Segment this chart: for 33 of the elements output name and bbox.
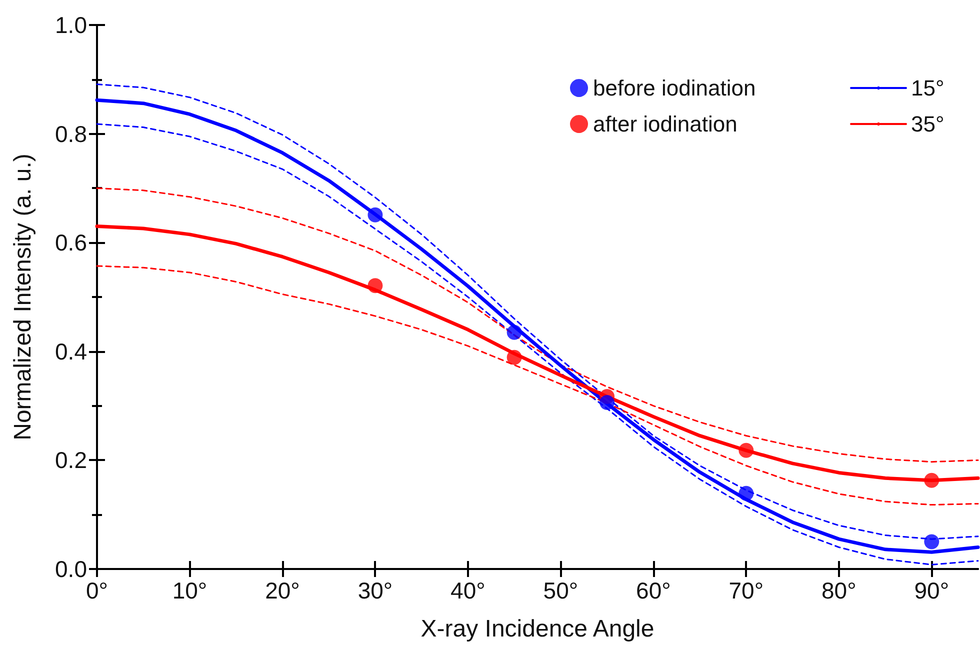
point: [924, 534, 940, 550]
y-tick-label: 0.4: [55, 338, 88, 364]
y-tick-label: 0.2: [55, 447, 87, 474]
x-tick-label: 40°: [450, 578, 486, 604]
point: [506, 350, 522, 365]
legend-label: before iodination: [593, 76, 756, 100]
legend-label: after iodination: [593, 112, 738, 136]
x-tick-label: 90°: [914, 578, 950, 604]
y-axis-title: Normalized Intensity (a. u.): [10, 154, 36, 440]
x-tick-label: 50°: [543, 578, 578, 604]
point: [600, 395, 615, 410]
y-tick-label: 0.6: [55, 230, 87, 256]
x-tick-label: 80°: [822, 578, 856, 604]
legend-label: 35°: [911, 112, 944, 136]
point: [368, 278, 383, 294]
point: [924, 472, 940, 488]
line-series: [96, 265, 979, 506]
y-tick-label: 0.8: [55, 120, 87, 147]
point: [738, 442, 754, 458]
line-series: [96, 187, 979, 463]
x-tick-label: 60°: [636, 578, 671, 604]
point: [368, 207, 383, 222]
y-tick-label: 1.0: [55, 12, 87, 38]
x-tick-label: 70°: [728, 578, 764, 604]
x-axis-title: X-ray Incidence Angle: [420, 616, 654, 642]
point: [738, 486, 754, 501]
point: [506, 324, 522, 340]
legend-label: 15°: [911, 76, 944, 100]
x-tick-label: 0°: [86, 578, 108, 604]
x-tick-label: 30°: [358, 578, 393, 604]
x-tick-label: 10°: [172, 578, 208, 604]
x-tick-label: 20°: [265, 578, 300, 604]
y-tick-label: 0.0: [55, 556, 87, 582]
